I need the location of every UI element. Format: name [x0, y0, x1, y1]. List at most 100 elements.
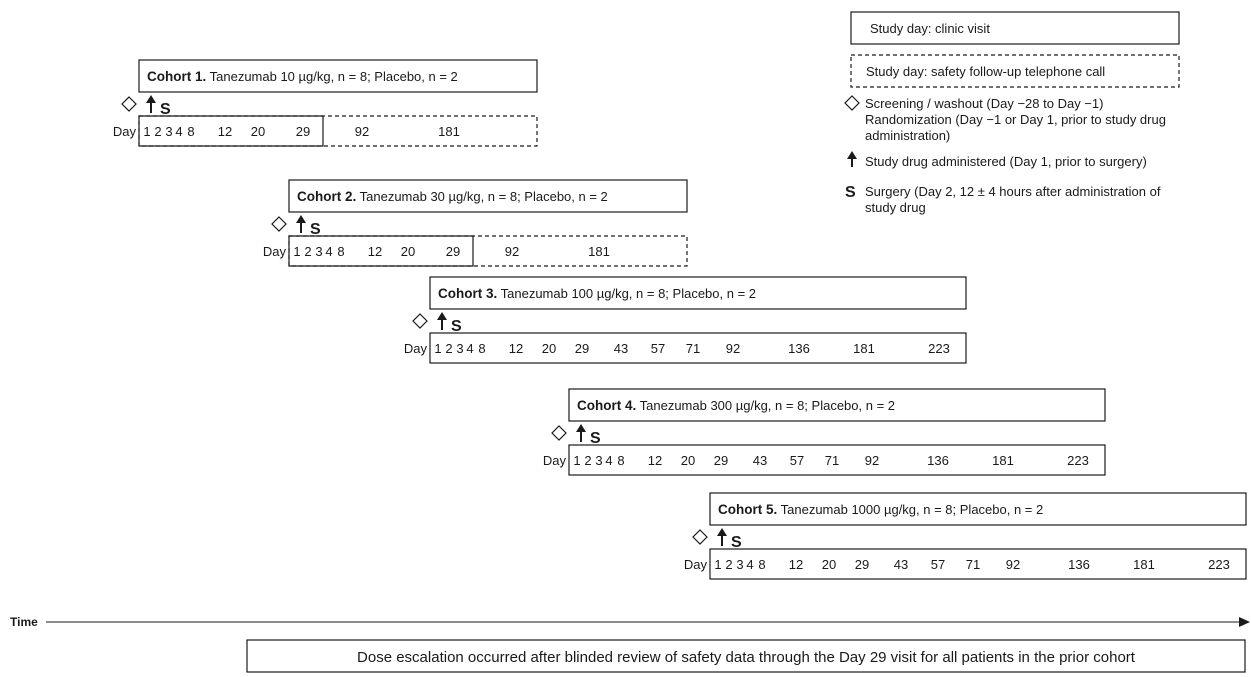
day-label: Day — [404, 341, 428, 356]
clinic-visit-day: 223 — [1067, 453, 1089, 468]
clinic-visit-day: 1 — [143, 124, 150, 139]
cohort-2-title: Cohort 2. Tanezumab 30 µg/kg, n = 8; Pla… — [297, 189, 608, 204]
surgery-marker: S — [590, 430, 601, 447]
cohort-3-description: Tanezumab 100 µg/kg, n = 8; Placebo, n =… — [497, 286, 756, 301]
diamond-icon — [551, 425, 567, 441]
cohort-3-title-box — [429, 276, 967, 310]
legend: Study day: clinic visit Study day: safet… — [844, 11, 1180, 215]
legend-surgery-line1: Surgery (Day 2, 12 ± 4 hours after admin… — [865, 184, 1161, 199]
clinic-visit-day: 57 — [790, 453, 804, 468]
legend-telephone-call-box — [850, 54, 1180, 88]
arrow-up-icon — [847, 151, 857, 167]
arrow-up-icon — [296, 215, 306, 233]
clinic-visit-day: 1 — [573, 453, 580, 468]
clinic-visit-day: 29 — [296, 124, 310, 139]
cohort-1-title: Cohort 1. Tanezumab 10 µg/kg, n = 8; Pla… — [147, 69, 458, 84]
clinic-visit-day: 2 — [445, 341, 452, 356]
legend-screening-line1: Screening / washout (Day −28 to Day −1) — [865, 96, 1103, 111]
clinic-visit-day: 8 — [617, 453, 624, 468]
time-axis: Time — [10, 615, 1250, 629]
clinic-visit-day: 20 — [251, 124, 265, 139]
clinic-visit-day: 181 — [992, 453, 1014, 468]
cohort-2: Cohort 2. Tanezumab 30 µg/kg, n = 8; Pla… — [263, 179, 688, 267]
clinic-visit-day: 43 — [614, 341, 628, 356]
clinic-visit-day: 136 — [788, 341, 810, 356]
cohort-4-title-box — [568, 388, 1106, 422]
cohort-1-visit-box — [138, 115, 324, 147]
clinic-visit-day: 136 — [927, 453, 949, 468]
diamond-icon — [692, 529, 708, 545]
cohort-5-title: Cohort 5. Tanezumab 1000 µg/kg, n = 8; P… — [718, 502, 1043, 517]
cohort-2-title-box — [288, 179, 688, 213]
legend-clinic-visit-label: Study day: clinic visit — [870, 21, 990, 36]
cohort-3-name: Cohort 3. — [438, 286, 497, 301]
clinic-visit-day: 2 — [154, 124, 161, 139]
footnote-box — [246, 639, 1246, 673]
clinic-visit-day: 92 — [1006, 557, 1020, 572]
clinic-visit-day: 3 — [165, 124, 172, 139]
day-label: Day — [113, 124, 137, 139]
cohort-5-description: Tanezumab 1000 µg/kg, n = 8; Placebo, n … — [777, 502, 1043, 517]
clinic-visit-day: 12 — [368, 244, 382, 259]
clinic-visit-day: 4 — [325, 244, 332, 259]
clinic-visit-day: 4 — [466, 341, 473, 356]
surgery-marker: S — [731, 534, 742, 551]
footnote-text: Dose escalation occurred after blinded r… — [357, 649, 1136, 666]
clinic-visit-day: 71 — [966, 557, 980, 572]
clinic-visit-day: 8 — [337, 244, 344, 259]
clinic-visit-day: 1 — [293, 244, 300, 259]
legend-screening-line2: Randomization (Day −1 or Day 1, prior to… — [865, 112, 1166, 127]
clinic-visit-day: 12 — [789, 557, 803, 572]
clinic-visit-day: 29 — [855, 557, 869, 572]
clinic-visit-day: 4 — [605, 453, 612, 468]
clinic-visit-day: 43 — [894, 557, 908, 572]
telephone-call-day: 92 — [355, 124, 369, 139]
cohort-5-title-box — [709, 492, 1247, 526]
clinic-visit-day: 57 — [651, 341, 665, 356]
clinic-visit-day: 20 — [822, 557, 836, 572]
clinic-visit-day: 29 — [714, 453, 728, 468]
arrow-right-icon — [1239, 617, 1250, 627]
cohort-2-visit-box — [288, 235, 474, 267]
clinic-visit-day: 2 — [725, 557, 732, 572]
surgery-marker: S — [160, 101, 171, 118]
cohort-3-visit-box — [429, 332, 967, 364]
clinic-visit-day: 1 — [434, 341, 441, 356]
telephone-call-day: 92 — [505, 244, 519, 259]
cohort-4-visit-box — [568, 444, 1106, 476]
cohort-1: Cohort 1. Tanezumab 10 µg/kg, n = 8; Pla… — [113, 59, 538, 147]
time-label: Time — [10, 615, 38, 629]
legend-surgery-symbol: S — [845, 184, 856, 201]
cohort-4-name: Cohort 4. — [577, 398, 636, 413]
clinic-visit-day: 223 — [1208, 557, 1230, 572]
clinic-visit-day: 223 — [928, 341, 950, 356]
clinic-visit-day: 43 — [753, 453, 767, 468]
cohort-1-title-box — [138, 59, 538, 93]
day-label: Day — [684, 557, 708, 572]
diamond-icon — [121, 96, 137, 112]
cohort-2-name: Cohort 2. — [297, 189, 356, 204]
cohort-5: Cohort 5. Tanezumab 1000 µg/kg, n = 8; P… — [684, 492, 1247, 580]
cohort-1-name: Cohort 1. — [147, 69, 206, 84]
clinic-visit-day: 4 — [746, 557, 753, 572]
clinic-visit-day: 136 — [1068, 557, 1090, 572]
clinic-visit-day: 181 — [853, 341, 875, 356]
cohort-4: Cohort 4. Tanezumab 300 µg/kg, n = 8; Pl… — [543, 388, 1106, 476]
diamond-icon — [412, 313, 428, 329]
clinic-visit-day: 1 — [714, 557, 721, 572]
clinic-visit-day: 8 — [758, 557, 765, 572]
clinic-visit-day: 3 — [315, 244, 322, 259]
clinic-visit-day: 12 — [648, 453, 662, 468]
day-label: Day — [263, 244, 287, 259]
clinic-visit-day: 181 — [1133, 557, 1155, 572]
legend-drug-administered: Study drug administered (Day 1, prior to… — [865, 154, 1147, 169]
clinic-visit-day: 8 — [187, 124, 194, 139]
surgery-marker: S — [451, 318, 462, 335]
legend-screening-line3: administration) — [865, 128, 950, 143]
cohort-3-title: Cohort 3. Tanezumab 100 µg/kg, n = 8; Pl… — [438, 286, 756, 301]
cohort-2-call-box — [288, 235, 688, 267]
clinic-visit-day: 92 — [726, 341, 740, 356]
clinic-visit-day: 57 — [931, 557, 945, 572]
clinic-visit-day: 29 — [446, 244, 460, 259]
